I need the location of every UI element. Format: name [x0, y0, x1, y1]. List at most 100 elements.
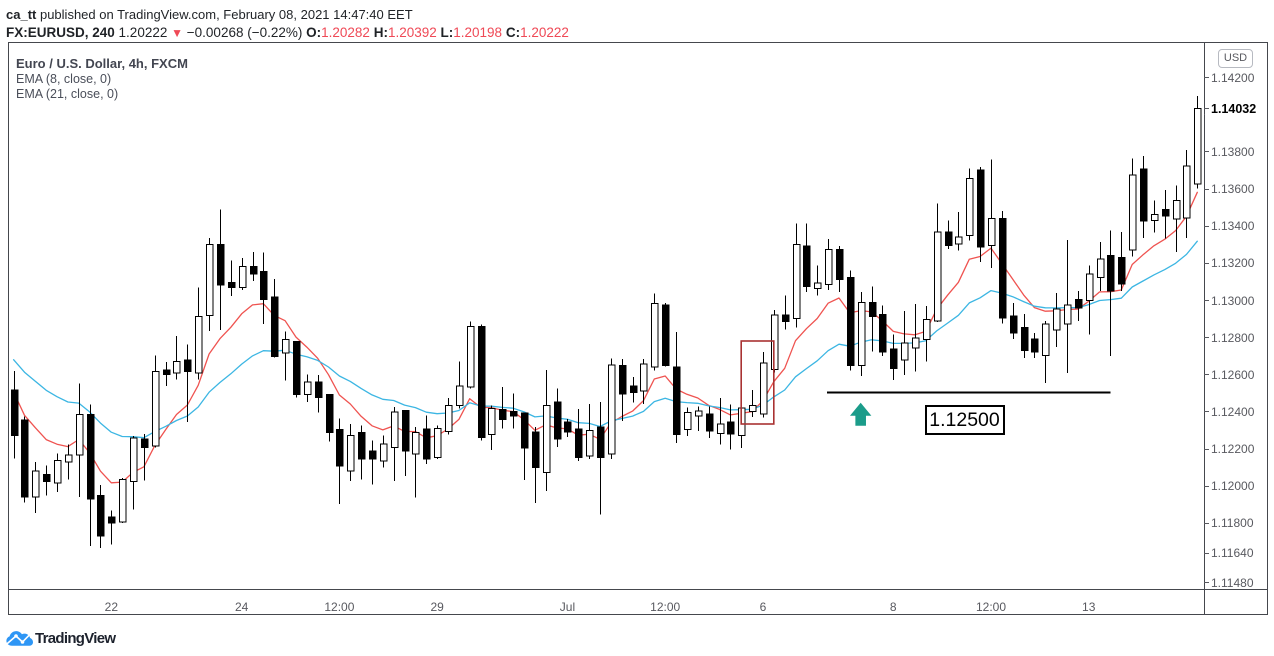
candle [1009, 302, 1018, 339]
candle [1139, 156, 1148, 238]
candle [694, 406, 703, 432]
last-price: 1.20222 [118, 25, 168, 40]
candle-body [216, 244, 225, 286]
ohlc-label: C: [502, 25, 521, 40]
price-tick-dash [1204, 337, 1209, 339]
legend-indicator-ema21[interactable]: EMA (21, close, 0) [16, 87, 119, 102]
candle [661, 302, 670, 367]
price-tick-label: 1.14200 [1211, 70, 1255, 85]
candle-body [335, 428, 344, 467]
candle-body [585, 430, 594, 457]
candle-body [75, 414, 84, 456]
candle-body [716, 423, 725, 434]
time-tick-label: 29 [430, 600, 444, 614]
candle-body [672, 366, 681, 435]
ohlc-label: L: [436, 25, 454, 40]
candle-body [1030, 338, 1039, 353]
currency-badge[interactable]: USD [1218, 49, 1253, 68]
candle-body [694, 410, 703, 417]
ohlc-value: 1.20198 [453, 25, 503, 40]
candle [705, 406, 714, 438]
price-tick-dash [1204, 552, 1209, 554]
candle-body [1041, 323, 1050, 356]
candle [455, 361, 464, 409]
candle-body [422, 428, 431, 460]
legend-indicator-ema8[interactable]: EMA (8, close, 0) [16, 71, 112, 86]
highlight-rectangle-annotation[interactable] [740, 340, 775, 425]
ohlc-label: O: [302, 25, 322, 40]
candle-body [162, 369, 171, 375]
candle-body [922, 319, 931, 341]
candle [194, 287, 203, 380]
candle [487, 405, 496, 450]
plot-area[interactable] [10, 96, 1202, 549]
candle-body [792, 243, 801, 319]
annotation-price-label[interactable]: 1.12500 [924, 405, 1005, 436]
candle [542, 370, 551, 491]
candle-body [542, 404, 551, 473]
candle-body [900, 342, 909, 361]
candle-body [607, 364, 616, 455]
price-tick-label: 1.12000 [1211, 479, 1255, 494]
legend-symbol-title[interactable]: Euro / U.S. Dollar, 4h, FXCM [16, 56, 188, 71]
candle [911, 304, 920, 372]
time-tick-label: 12:00 [975, 600, 1007, 614]
candle-body [596, 426, 605, 459]
candle [672, 331, 681, 443]
price-tick-dash [1204, 374, 1209, 376]
up-arrow-annotation[interactable] [849, 402, 872, 426]
candle [1020, 314, 1029, 358]
candle [1074, 291, 1083, 321]
price-tick-label: 1.12400 [1211, 404, 1255, 419]
candle-body [227, 281, 236, 288]
candle [357, 425, 366, 480]
candle-body [987, 217, 996, 246]
candle-body [1172, 199, 1181, 220]
candle-body [944, 231, 953, 247]
candle [433, 425, 442, 459]
candle [140, 434, 149, 481]
candle [1063, 240, 1072, 373]
candle [53, 453, 62, 492]
price-tick-dash [1204, 522, 1209, 524]
candle [998, 211, 1007, 324]
candle-body [64, 454, 73, 463]
candle [1117, 232, 1126, 291]
candle [151, 355, 160, 448]
candle-body [194, 315, 203, 374]
tradingview-logo-text[interactable]: TradingView [35, 630, 116, 647]
candle-body [911, 337, 920, 349]
candle-body [455, 385, 464, 406]
candle [716, 398, 725, 445]
candle [422, 415, 431, 465]
candle [596, 401, 605, 515]
ema-line-8 [12, 191, 1198, 484]
candle-body [802, 245, 811, 287]
candle [650, 293, 659, 371]
candle [1085, 265, 1094, 335]
candle-body [998, 218, 1007, 319]
candle-body [303, 381, 312, 395]
candle-body [954, 236, 963, 245]
candle [325, 393, 334, 442]
candle [64, 444, 73, 480]
price-tick-label: 1.11640 [1211, 546, 1254, 561]
candle-body [238, 266, 247, 288]
candle [759, 351, 768, 418]
candle [944, 220, 953, 249]
time-tick-label: 24 [234, 600, 249, 614]
candle-body [563, 421, 572, 433]
chart-frame[interactable] [8, 42, 1268, 615]
candle [618, 358, 627, 421]
candle [1172, 185, 1181, 253]
price-tick-label: 1.13800 [1211, 144, 1255, 159]
tradingview-logo-icon[interactable] [6, 630, 33, 646]
candle [31, 462, 40, 513]
price-tick-dash [1204, 188, 1209, 190]
candle-body [531, 431, 540, 469]
candle-body [1020, 327, 1029, 351]
candle [954, 211, 963, 251]
candle-body [520, 412, 529, 449]
ohlc-label: H: [369, 25, 388, 40]
